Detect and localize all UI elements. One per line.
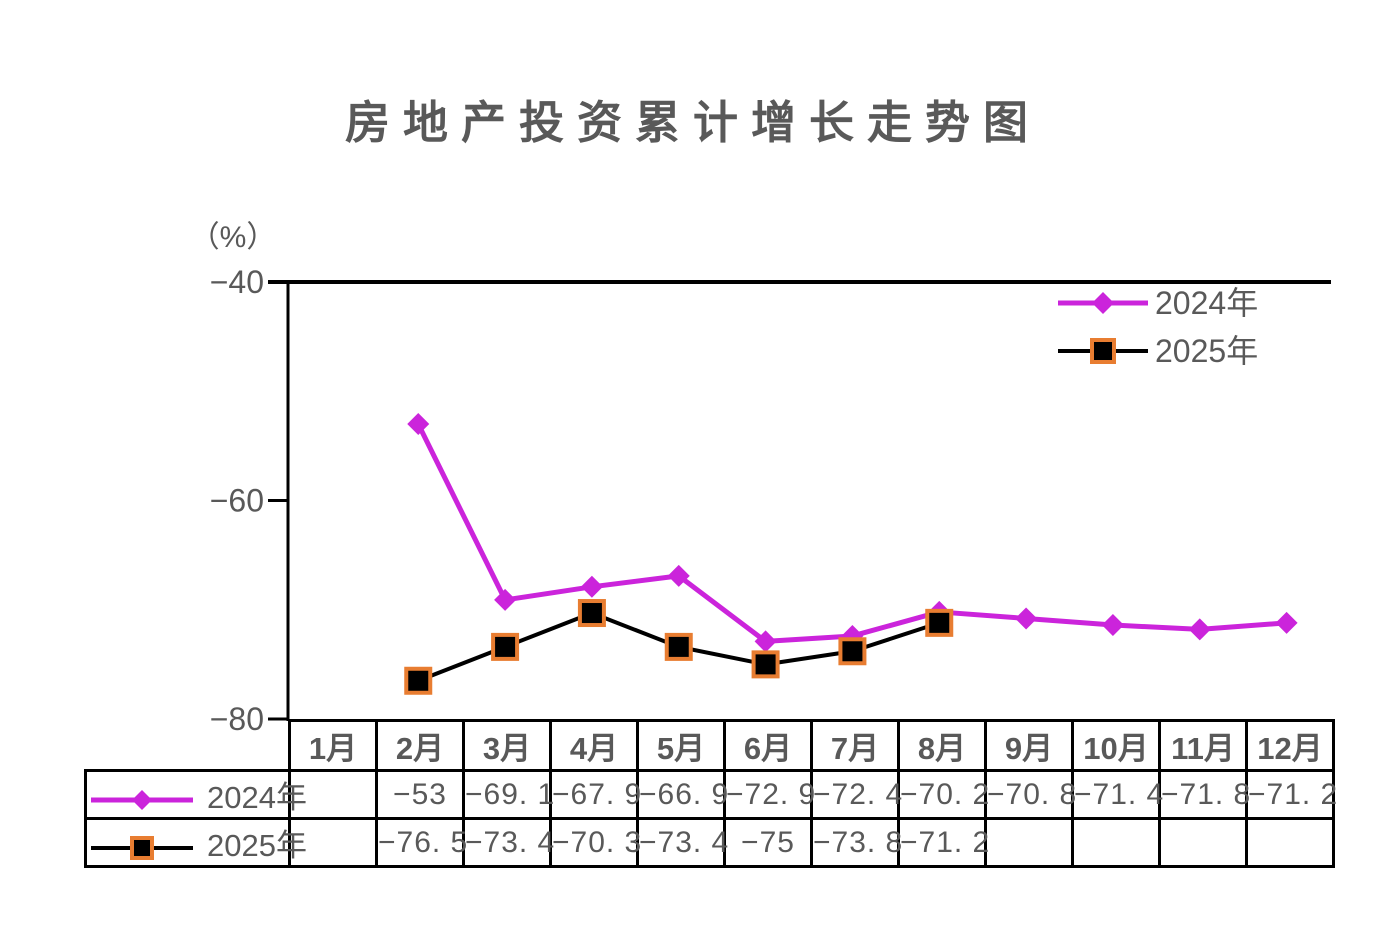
month-header-cell: 3月 [462, 719, 552, 772]
value-cell-2025年-11月 [1158, 817, 1248, 868]
data-point-diamond-2024年 [494, 588, 517, 611]
value-cell-2025年-12月 [1245, 817, 1335, 868]
value-cell-2024年-9月: −70. 8 [984, 769, 1076, 820]
data-point-diamond-2024年 [1188, 618, 1211, 641]
data-point-square-2025年 [664, 632, 693, 661]
value-cell-2024年-2月: −53 [375, 769, 465, 820]
value-cell-2024年-11月: −71. 8 [1158, 769, 1250, 820]
data-point-diamond-2024年 [754, 630, 777, 653]
table-void-cell [86, 721, 290, 771]
chart-title: 房地产投资累计增长走势图 [344, 97, 1041, 148]
value-cell-2024年-5月: −66. 9 [636, 769, 728, 820]
y-tick-label: −40 [210, 264, 264, 300]
data-table: 1月 2月 3月 4月 5月 6月 7月 8月 9月 10月 11月 12月 2024年 −53 −69. … [84, 719, 1337, 868]
value-cell-2025年-2月: −76. 5 [375, 817, 467, 868]
data-point-square-2025年 [838, 637, 867, 666]
data-point-diamond-2024年 [580, 575, 603, 598]
value-cell-2025年-3月: −73. 4 [462, 817, 554, 868]
table-series-name: 2025年 [207, 828, 307, 863]
legend-label-2025年: 2025年 [1155, 333, 1258, 369]
data-point-square-2025年 [404, 666, 433, 695]
value-cell-2024年-1月 [288, 769, 378, 820]
value-cell-2025年-9月 [984, 817, 1074, 868]
legend-diamond-icon [1092, 292, 1114, 314]
y-tick-label: −80 [210, 701, 264, 737]
value-cell-2025年-5月: −73. 4 [636, 817, 728, 868]
value-cell-2025年-4月: −70. 3 [549, 817, 641, 868]
data-point-diamond-2024年 [1101, 614, 1124, 637]
data-point-square-2025年 [925, 608, 954, 637]
table-legend-square-icon [91, 835, 193, 860]
table-legend-diamond-icon [91, 789, 193, 810]
data-point-square-2025年 [577, 599, 606, 628]
legend-square-icon [1090, 338, 1116, 364]
month-header-cell: 2月 [375, 719, 465, 772]
value-cell-2024年-3月: −69. 1 [462, 769, 554, 820]
data-point-square-2025年 [751, 650, 780, 679]
month-header-cell: 1月 [288, 719, 378, 772]
month-header-cell: 8月 [897, 719, 987, 772]
series-line-2024年 [416, 422, 1287, 644]
value-cell-2024年-8月: −70. 2 [897, 769, 989, 820]
month-header-cell: 7月 [810, 719, 900, 772]
month-header-cell: 12月 [1245, 719, 1335, 772]
table-legend-cell-2024年: 2024年 [84, 769, 307, 820]
value-cell-2024年-10月: −71. 4 [1071, 769, 1163, 820]
data-point-diamond-2024年 [1015, 607, 1038, 630]
month-header-cell: 9月 [984, 719, 1074, 772]
series-row-2025年: 2025年 −76. 5 −73. 4 −70. 3 −73. 4 −75 −73. 8 −7… [84, 817, 1335, 868]
month-header-cell: 6月 [723, 719, 813, 772]
data-point-diamond-2024年 [1275, 611, 1298, 634]
value-cell-2024年-4月: −67. 9 [549, 769, 641, 820]
table-series-name: 2024年 [207, 780, 307, 815]
month-header-cell: 11月 [1158, 719, 1248, 772]
value-cell-2025年-10月 [1071, 817, 1161, 868]
series-row-2024年: 2024年 −53 −69. 1 −67. 9 −66. 9 −72. 9 −72. 4 −7… [84, 769, 1337, 820]
y-tick-label: −60 [210, 483, 264, 519]
month-header-cell: 10月 [1071, 719, 1161, 772]
month-header-cell: 4月 [549, 719, 639, 772]
data-point-diamond-2024年 [667, 564, 690, 587]
value-cell-2024年-7月: −72. 4 [810, 769, 902, 820]
value-cell-2025年-6月: −75 [723, 817, 813, 868]
value-cell-2025年-1月 [288, 817, 378, 868]
data-point-diamond-2024年 [407, 413, 430, 436]
value-cell-2024年-12月: −71. 2 [1245, 769, 1337, 820]
data-point-square-2025年 [491, 632, 520, 661]
y-axis-unit-label: （%） [190, 221, 277, 254]
table-legend-cell-2025年: 2025年 [84, 817, 307, 868]
value-cell-2025年-7月: −73. 8 [810, 817, 902, 868]
legend-label-2024年: 2024年 [1155, 285, 1258, 321]
month-header-cell: 5月 [636, 719, 726, 772]
month-header-row: 1月 2月 3月 4月 5月 6月 7月 8月 9月 10月 11月 12月 [86, 719, 1335, 772]
value-cell-2024年-6月: −72. 9 [723, 769, 815, 820]
value-cell-2025年-8月: −71. 2 [897, 817, 989, 868]
